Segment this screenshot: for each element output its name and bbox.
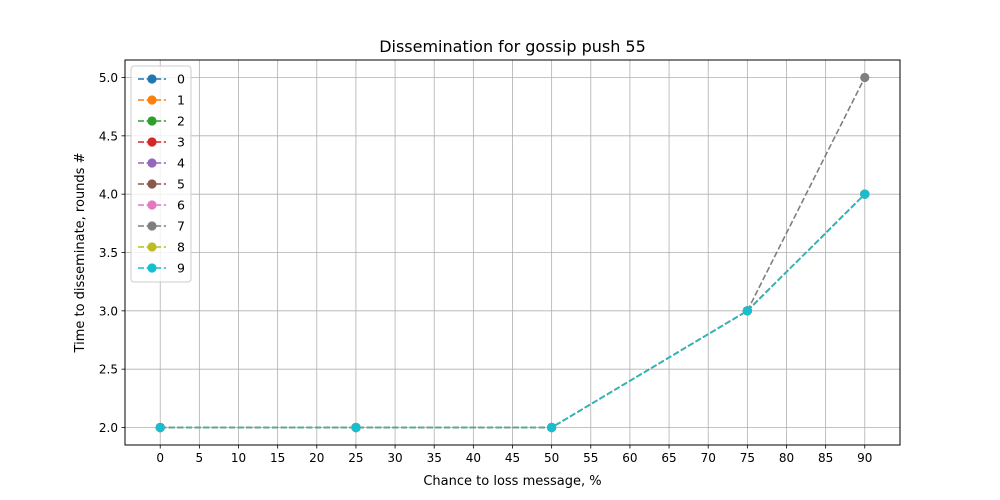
legend-label: 2	[177, 114, 185, 129]
y-tick-label: 4.5	[99, 129, 118, 143]
legend-item: 2	[138, 114, 185, 129]
series-9	[155, 189, 870, 433]
x-tick-label: 0	[156, 451, 164, 465]
legend-marker	[147, 95, 157, 105]
y-tick-label: 2.5	[99, 363, 118, 377]
y-tick-label: 3.5	[99, 246, 118, 260]
legend-marker	[147, 137, 157, 147]
x-tick-label: 30	[387, 451, 402, 465]
legend-label: 4	[177, 156, 185, 171]
legend-label: 3	[177, 135, 185, 150]
legend-item: 8	[138, 240, 185, 255]
legend-item: 5	[138, 177, 185, 192]
y-tick-label: 3.0	[99, 304, 118, 318]
legend-label: 5	[177, 177, 185, 192]
y-tick-label: 4.0	[99, 188, 118, 202]
x-axis-title: Chance to loss message, %	[423, 474, 601, 489]
data-point	[155, 422, 165, 433]
x-tick-label: 15	[270, 451, 285, 465]
x-tick-label: 50	[544, 451, 559, 465]
data-point	[351, 422, 361, 433]
legend-label: 0	[177, 72, 185, 87]
legend: 0 1 2 3 4 5 6 7 8 9	[130, 65, 192, 283]
legend-label: 6	[177, 198, 185, 213]
legend-label: 9	[177, 261, 185, 276]
x-tick-label: 25	[348, 451, 363, 465]
legend-marker	[147, 221, 157, 231]
x-tick-label: 40	[466, 451, 481, 465]
x-tick-label: 45	[505, 451, 520, 465]
y-axis: 2.0 2.5 3.0 3.5 4.0 4.5 5.0	[99, 71, 125, 435]
chart-title: Dissemination for gossip push 55	[379, 37, 646, 56]
x-tick-label: 60	[622, 451, 637, 465]
y-tick-label: 5.0	[99, 71, 118, 85]
legend-label: 1	[177, 93, 185, 108]
x-tick-label: 80	[779, 451, 794, 465]
legend-item: 1	[138, 93, 185, 108]
x-tick-label: 10	[231, 451, 246, 465]
y-axis-title: Time to disseminate, rounds #	[73, 153, 88, 354]
legend-box	[130, 65, 192, 283]
x-axis: 0 5 10 15 20 25 30 35 40 45 50 55 60 65 70 75 80 85 90	[156, 445, 872, 465]
legend-item: 0	[138, 72, 185, 87]
x-tick-label: 85	[818, 451, 833, 465]
legend-label: 7	[177, 219, 185, 234]
series-layer	[155, 72, 870, 433]
legend-label: 8	[177, 240, 185, 255]
legend-marker	[147, 200, 157, 210]
legend-item: 7	[138, 219, 185, 234]
legend-marker	[147, 242, 157, 252]
legend-marker	[147, 158, 157, 168]
legend-item: 3	[138, 135, 185, 150]
legend-marker	[147, 179, 157, 189]
legend-item: 6	[138, 198, 185, 213]
data-point	[860, 72, 870, 83]
grid	[125, 60, 900, 445]
legend-marker	[147, 263, 157, 273]
data-point	[860, 189, 870, 199]
data-point	[742, 306, 752, 316]
x-tick-label: 65	[661, 451, 676, 465]
legend-marker	[147, 74, 157, 84]
legend-marker	[147, 116, 157, 126]
legend-item: 4	[138, 156, 185, 171]
y-tick-label: 2.0	[99, 421, 118, 435]
x-tick-label: 20	[309, 451, 324, 465]
x-tick-label: 35	[427, 451, 442, 465]
x-tick-label: 75	[740, 451, 755, 465]
data-point	[547, 422, 557, 433]
x-tick-label: 55	[583, 451, 598, 465]
x-tick-label: 5	[196, 451, 204, 465]
x-tick-label: 70	[701, 451, 716, 465]
legend-item: 9	[138, 261, 185, 276]
x-tick-label: 90	[857, 451, 872, 465]
